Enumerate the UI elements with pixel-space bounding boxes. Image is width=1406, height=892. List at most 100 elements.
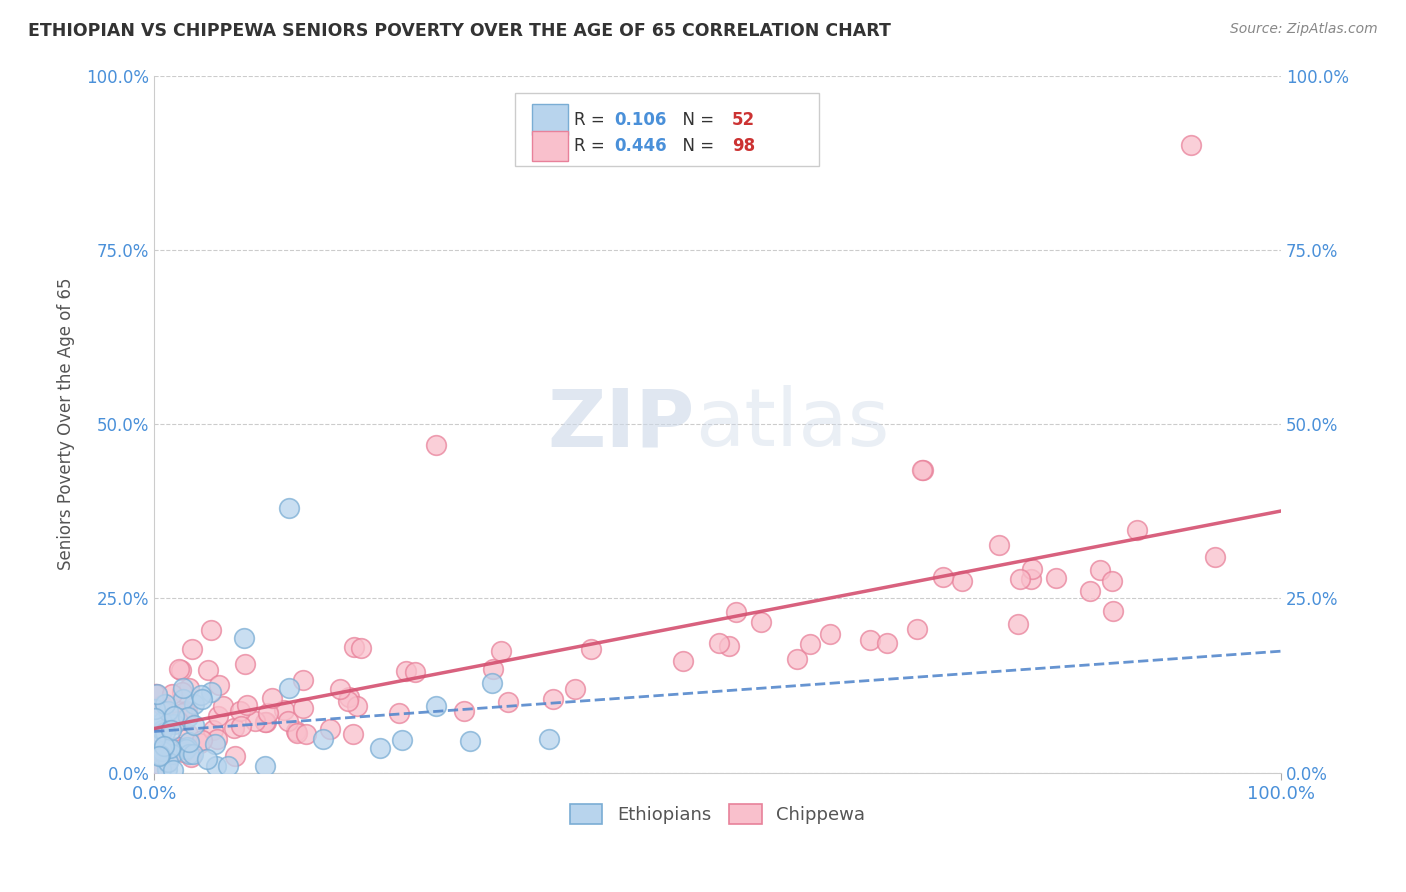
Point xyxy=(368,740,391,755)
Point xyxy=(425,699,447,714)
Text: atlas: atlas xyxy=(695,385,890,463)
Point xyxy=(150,744,173,758)
Point xyxy=(200,685,222,699)
Point xyxy=(350,640,373,655)
Point xyxy=(1019,572,1042,586)
Point xyxy=(277,714,299,728)
Point xyxy=(911,463,934,477)
Point xyxy=(156,755,179,769)
Point xyxy=(172,745,194,759)
Point xyxy=(224,722,246,736)
FancyBboxPatch shape xyxy=(515,93,818,166)
Point xyxy=(285,725,308,739)
Point xyxy=(228,704,250,718)
Point xyxy=(145,702,167,716)
Point xyxy=(149,762,172,776)
Point xyxy=(1078,584,1101,599)
Point xyxy=(159,717,181,731)
Point xyxy=(1090,564,1112,578)
Point xyxy=(217,759,239,773)
Point xyxy=(188,736,211,750)
Y-axis label: Seniors Poverty Over the Age of 65: Seniors Poverty Over the Age of 65 xyxy=(58,278,75,570)
Point xyxy=(159,741,181,756)
Text: Source: ZipAtlas.com: Source: ZipAtlas.com xyxy=(1230,22,1378,37)
Point xyxy=(988,538,1011,552)
Point xyxy=(1204,549,1226,564)
Point xyxy=(1102,604,1125,618)
Point xyxy=(537,732,560,747)
Point xyxy=(160,747,183,762)
Point xyxy=(932,569,955,583)
Point xyxy=(167,739,190,754)
Legend: Ethiopians, Chippewa: Ethiopians, Chippewa xyxy=(561,795,875,833)
Point xyxy=(190,688,212,702)
Point xyxy=(170,685,193,699)
Point xyxy=(195,752,218,766)
Point xyxy=(208,678,231,692)
Point xyxy=(231,718,253,732)
Point xyxy=(1180,138,1202,153)
Point xyxy=(481,676,503,690)
Point xyxy=(453,704,475,718)
Point xyxy=(172,706,194,721)
Point xyxy=(236,698,259,713)
Point xyxy=(150,715,173,730)
Point xyxy=(876,636,898,650)
Point xyxy=(212,698,235,713)
Point xyxy=(162,763,184,777)
Point xyxy=(786,651,808,665)
Point xyxy=(245,714,267,729)
Point xyxy=(150,726,173,740)
Point xyxy=(177,734,200,748)
Point xyxy=(329,681,352,696)
Point xyxy=(346,699,368,714)
Point xyxy=(404,665,426,679)
Point xyxy=(146,687,169,701)
Point xyxy=(543,691,565,706)
Point xyxy=(167,662,190,676)
Point xyxy=(183,718,205,732)
Point xyxy=(163,717,186,731)
Point xyxy=(205,759,228,773)
Point xyxy=(160,723,183,737)
Point xyxy=(388,706,411,720)
Point xyxy=(294,727,316,741)
Point xyxy=(207,709,229,723)
Point xyxy=(707,636,730,650)
Point xyxy=(905,623,928,637)
Point xyxy=(150,723,173,737)
Point xyxy=(176,739,198,754)
Point xyxy=(291,700,314,714)
Point xyxy=(153,698,176,712)
Point xyxy=(174,706,197,720)
Point xyxy=(859,633,882,648)
Point xyxy=(489,644,512,658)
Point xyxy=(1021,562,1043,576)
Point xyxy=(395,664,418,678)
Text: R =: R = xyxy=(575,111,610,128)
Point xyxy=(162,687,184,701)
Text: N =: N = xyxy=(672,111,720,128)
Point xyxy=(201,723,224,738)
Point xyxy=(156,746,179,760)
Text: ZIP: ZIP xyxy=(548,385,695,463)
Point xyxy=(342,727,364,741)
Point xyxy=(1125,524,1147,538)
Point xyxy=(172,691,194,706)
Point xyxy=(818,627,841,641)
Point xyxy=(169,664,191,678)
Point xyxy=(145,731,167,746)
Text: 0.106: 0.106 xyxy=(614,111,666,128)
Point xyxy=(718,639,741,653)
Text: 98: 98 xyxy=(733,137,755,155)
Point xyxy=(343,640,366,654)
Point xyxy=(177,681,200,695)
Text: 0.446: 0.446 xyxy=(614,137,666,155)
Point xyxy=(1045,571,1067,585)
Point xyxy=(181,747,204,761)
Point xyxy=(672,654,695,668)
Point xyxy=(204,737,226,751)
FancyBboxPatch shape xyxy=(531,104,568,135)
FancyBboxPatch shape xyxy=(531,131,568,161)
Point xyxy=(233,631,256,645)
